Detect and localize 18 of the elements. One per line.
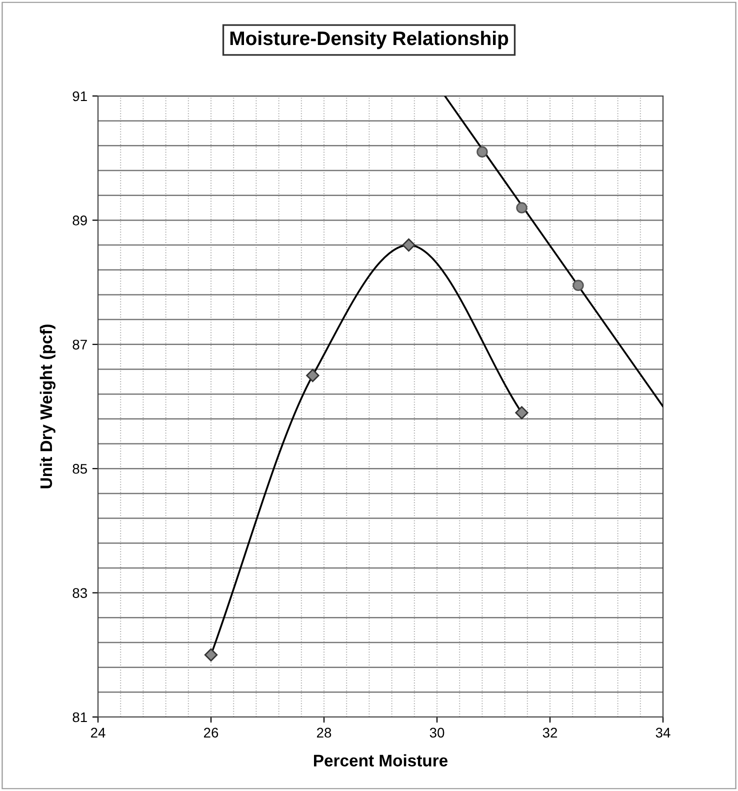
x-tick-label: 34 xyxy=(656,728,670,738)
x-tick-label: 32 xyxy=(542,728,558,738)
point xyxy=(476,146,488,158)
chart-title: Moisture-Density Relationship xyxy=(230,30,508,50)
x-tick-label: 30 xyxy=(430,728,444,738)
y-axis-title: Unit Dry Weight (pcf) xyxy=(40,324,56,488)
y-tick-label: 83 xyxy=(72,588,87,598)
x-tick-label: 28 xyxy=(316,728,332,738)
y-tick-label: 85 xyxy=(72,464,88,474)
x-tick-label: 26 xyxy=(204,728,218,738)
y-tick-label: 89 xyxy=(72,216,87,226)
y-tick-label: 87 xyxy=(72,340,87,350)
x-axis-title: Percent Moisture xyxy=(314,754,448,766)
y-tick-label: 81 xyxy=(72,712,87,722)
point xyxy=(572,280,584,292)
point xyxy=(516,202,528,214)
y-tick-label: 91 xyxy=(72,91,87,102)
x-tick-label: 24 xyxy=(90,728,106,738)
